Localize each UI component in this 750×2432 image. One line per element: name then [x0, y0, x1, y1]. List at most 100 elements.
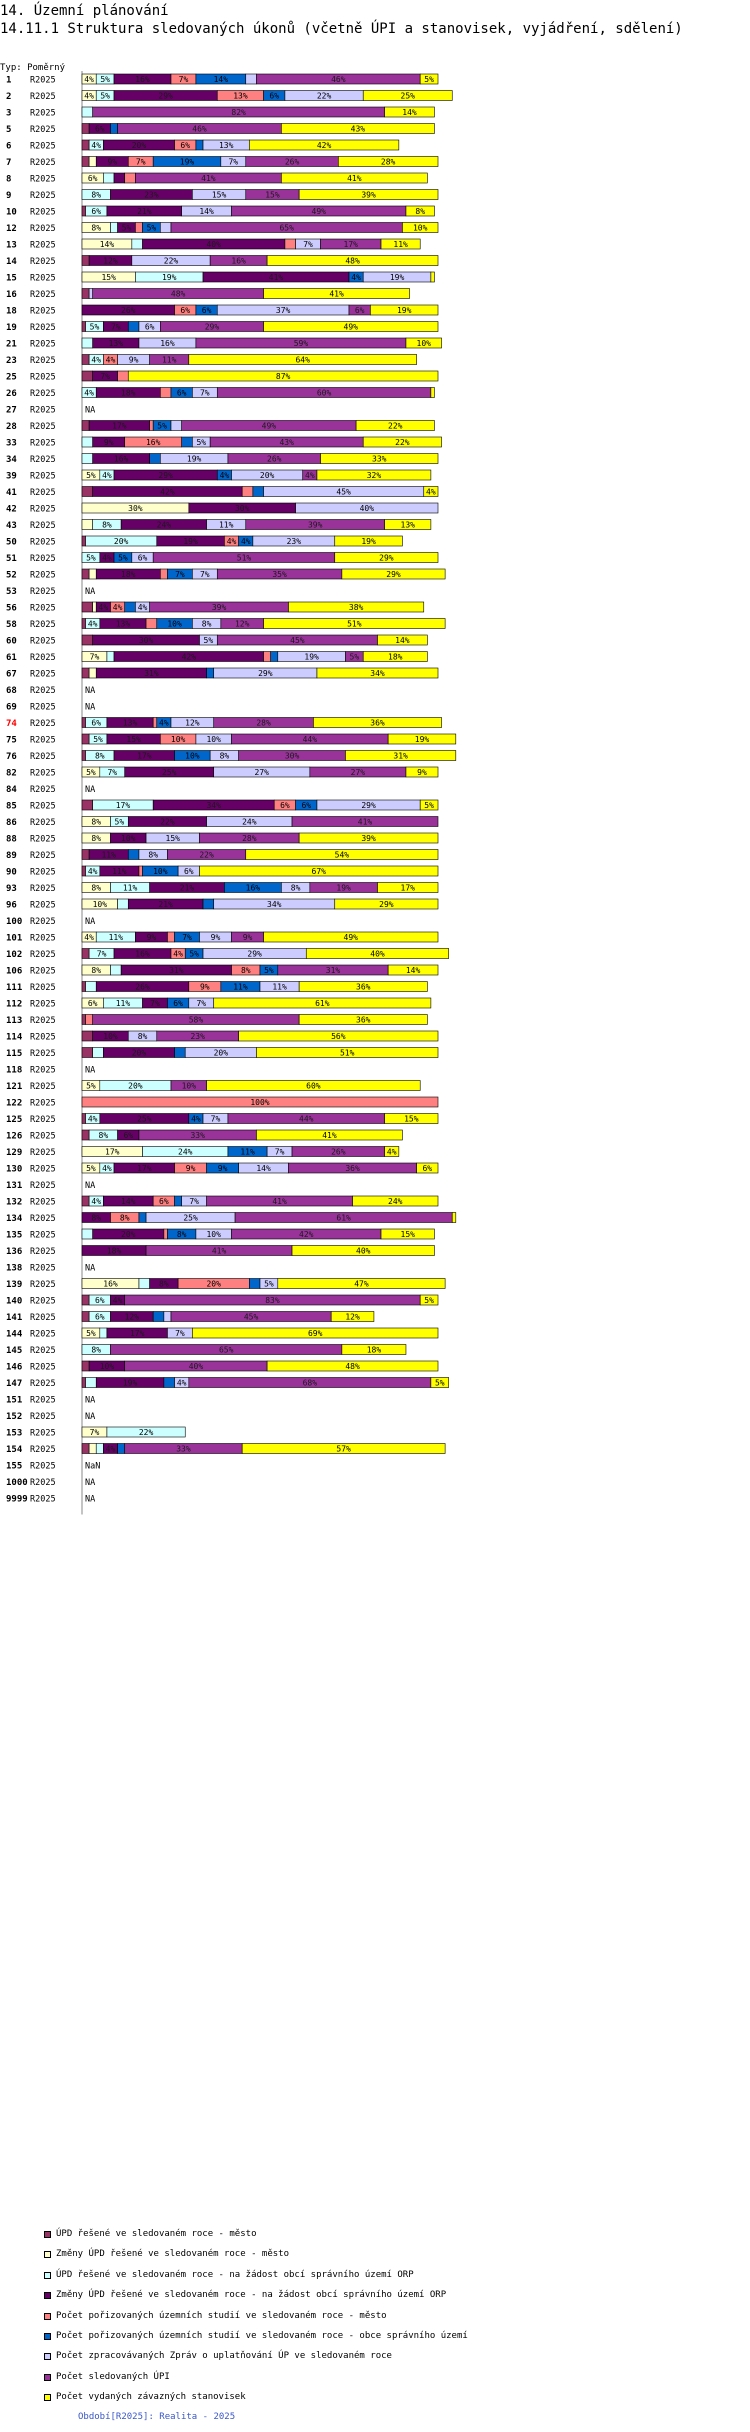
segment-value-label: 9% — [186, 1164, 196, 1173]
bar-segment — [298, 981, 428, 992]
bar-segment — [181, 436, 193, 448]
segment-value-label: 8% — [91, 966, 101, 975]
row-period-label: R2025 — [30, 1297, 56, 1307]
row-period-label: R2025 — [30, 158, 56, 168]
segment-value-label: 10% — [206, 735, 221, 744]
segment-value-label: 6% — [355, 306, 365, 315]
bar-segment — [423, 486, 439, 497]
segment-value-label: 15% — [166, 834, 181, 843]
row-period-label: R2025 — [30, 950, 56, 960]
segment-value-label: 17% — [401, 884, 416, 893]
segment-value-label: 49% — [312, 207, 327, 216]
segment-value-label: 29% — [205, 323, 220, 332]
segment-value-label: 19% — [336, 884, 351, 893]
row-id-label: 67 — [6, 670, 17, 680]
bar-segment — [263, 288, 410, 299]
segment-value-label: 19% — [390, 273, 405, 282]
segment-value-label: 8% — [138, 1032, 148, 1041]
segment-value-label: 45% — [244, 1313, 259, 1322]
bar-segment — [245, 849, 439, 860]
segment-value-label: 6% — [269, 92, 279, 101]
row-id-label: 122 — [6, 1099, 22, 1109]
row-id-label: 89 — [6, 851, 17, 861]
segment-value-label: 12% — [103, 257, 118, 266]
bar-segment — [263, 931, 439, 943]
segment-value-label: 24% — [157, 521, 172, 530]
segment-value-label: 40% — [370, 950, 385, 959]
bar-segment — [81, 420, 90, 431]
period-footnote[interactable]: Období[R2025]: Realita - 2025 — [78, 2412, 236, 2422]
segment-value-label: 4% — [113, 1296, 123, 1305]
segment-value-label: 20% — [132, 1049, 147, 1058]
segment-value-label: 46% — [192, 125, 207, 134]
bar-segment — [81, 568, 90, 580]
segment-value-label: 47% — [354, 1280, 369, 1289]
segment-value-label: 27% — [351, 768, 366, 777]
segment-value-label: 5% — [157, 422, 167, 431]
segment-value-label: 69% — [308, 1329, 323, 1338]
segment-value-label: 17% — [344, 240, 359, 249]
segment-value-label: 11% — [109, 933, 124, 942]
row-id-label: 23 — [6, 356, 17, 366]
row-period-label: R2025 — [30, 1495, 56, 1505]
bar-segment — [195, 139, 204, 151]
segment-value-label: 36% — [356, 1016, 371, 1025]
segment-value-label: 16% — [246, 884, 261, 893]
row-id-label: 5 — [6, 125, 11, 135]
segment-value-label: 11% — [219, 521, 234, 530]
bar-segment — [362, 651, 428, 662]
segment-value-label: 49% — [344, 323, 359, 332]
row-period-label: R2025 — [30, 208, 56, 218]
row-id-label: 114 — [6, 1033, 23, 1043]
bar-segment — [163, 1311, 172, 1322]
row-id-label: 100 — [6, 917, 22, 927]
row-id-label: 68 — [6, 686, 17, 696]
bar-segment — [81, 436, 93, 448]
segment-value-label: 22% — [164, 257, 179, 266]
row-period-label: R2025 — [30, 1033, 56, 1043]
segment-value-label: 26% — [285, 158, 300, 167]
segment-value-label: 7% — [179, 75, 189, 84]
segment-value-label: 15% — [265, 191, 280, 200]
segment-value-label: 30% — [139, 636, 154, 645]
segment-value-label: 48% — [345, 1362, 360, 1371]
bar-segment — [81, 370, 93, 382]
row-period-label: R2025 — [30, 1082, 56, 1092]
bar-segment — [355, 420, 435, 431]
segment-value-label: 5% — [100, 75, 110, 84]
row-period-label: R2025 — [30, 934, 56, 944]
row-id-label: 9999 — [6, 1495, 28, 1505]
segment-value-label: 34% — [206, 801, 221, 810]
bar-segment — [81, 486, 93, 497]
segment-value-label: 10% — [121, 834, 136, 843]
bar-segment — [81, 849, 90, 860]
row-id-label: 2 — [6, 92, 11, 102]
row-period-label: R2025 — [30, 835, 56, 845]
segment-value-label: 23% — [144, 191, 159, 200]
bar-segment — [160, 568, 168, 580]
row-id-label: 102 — [6, 950, 22, 960]
segment-value-label: 44% — [299, 1115, 314, 1124]
no-data-label: NA — [85, 1478, 95, 1488]
bar-segment — [81, 1047, 93, 1058]
segment-value-label: 36% — [370, 719, 385, 728]
segment-value-label: 100% — [250, 1098, 269, 1107]
row-id-label: 121 — [6, 1082, 22, 1092]
row-period-label: R2025 — [30, 571, 56, 581]
segment-value-label: 5% — [86, 1164, 96, 1173]
segment-value-label: 49% — [262, 422, 277, 431]
legend-swatch — [44, 2312, 51, 2320]
row-period-label: R2025 — [30, 554, 56, 564]
segment-value-label: 7% — [100, 372, 110, 381]
row-id-label: 88 — [6, 835, 17, 845]
row-period-label: R2025 — [30, 521, 56, 531]
bar-segment — [81, 618, 86, 629]
segment-value-label: 22% — [388, 422, 403, 431]
bar-segment — [160, 222, 172, 233]
segment-value-label: 31% — [393, 752, 408, 761]
row-period-label: R2025 — [30, 538, 56, 548]
segment-value-label: 4% — [241, 537, 251, 546]
row-period-label: R2025 — [30, 224, 56, 234]
segment-value-label: 41% — [272, 1197, 287, 1206]
segment-value-label: 6% — [88, 174, 98, 183]
